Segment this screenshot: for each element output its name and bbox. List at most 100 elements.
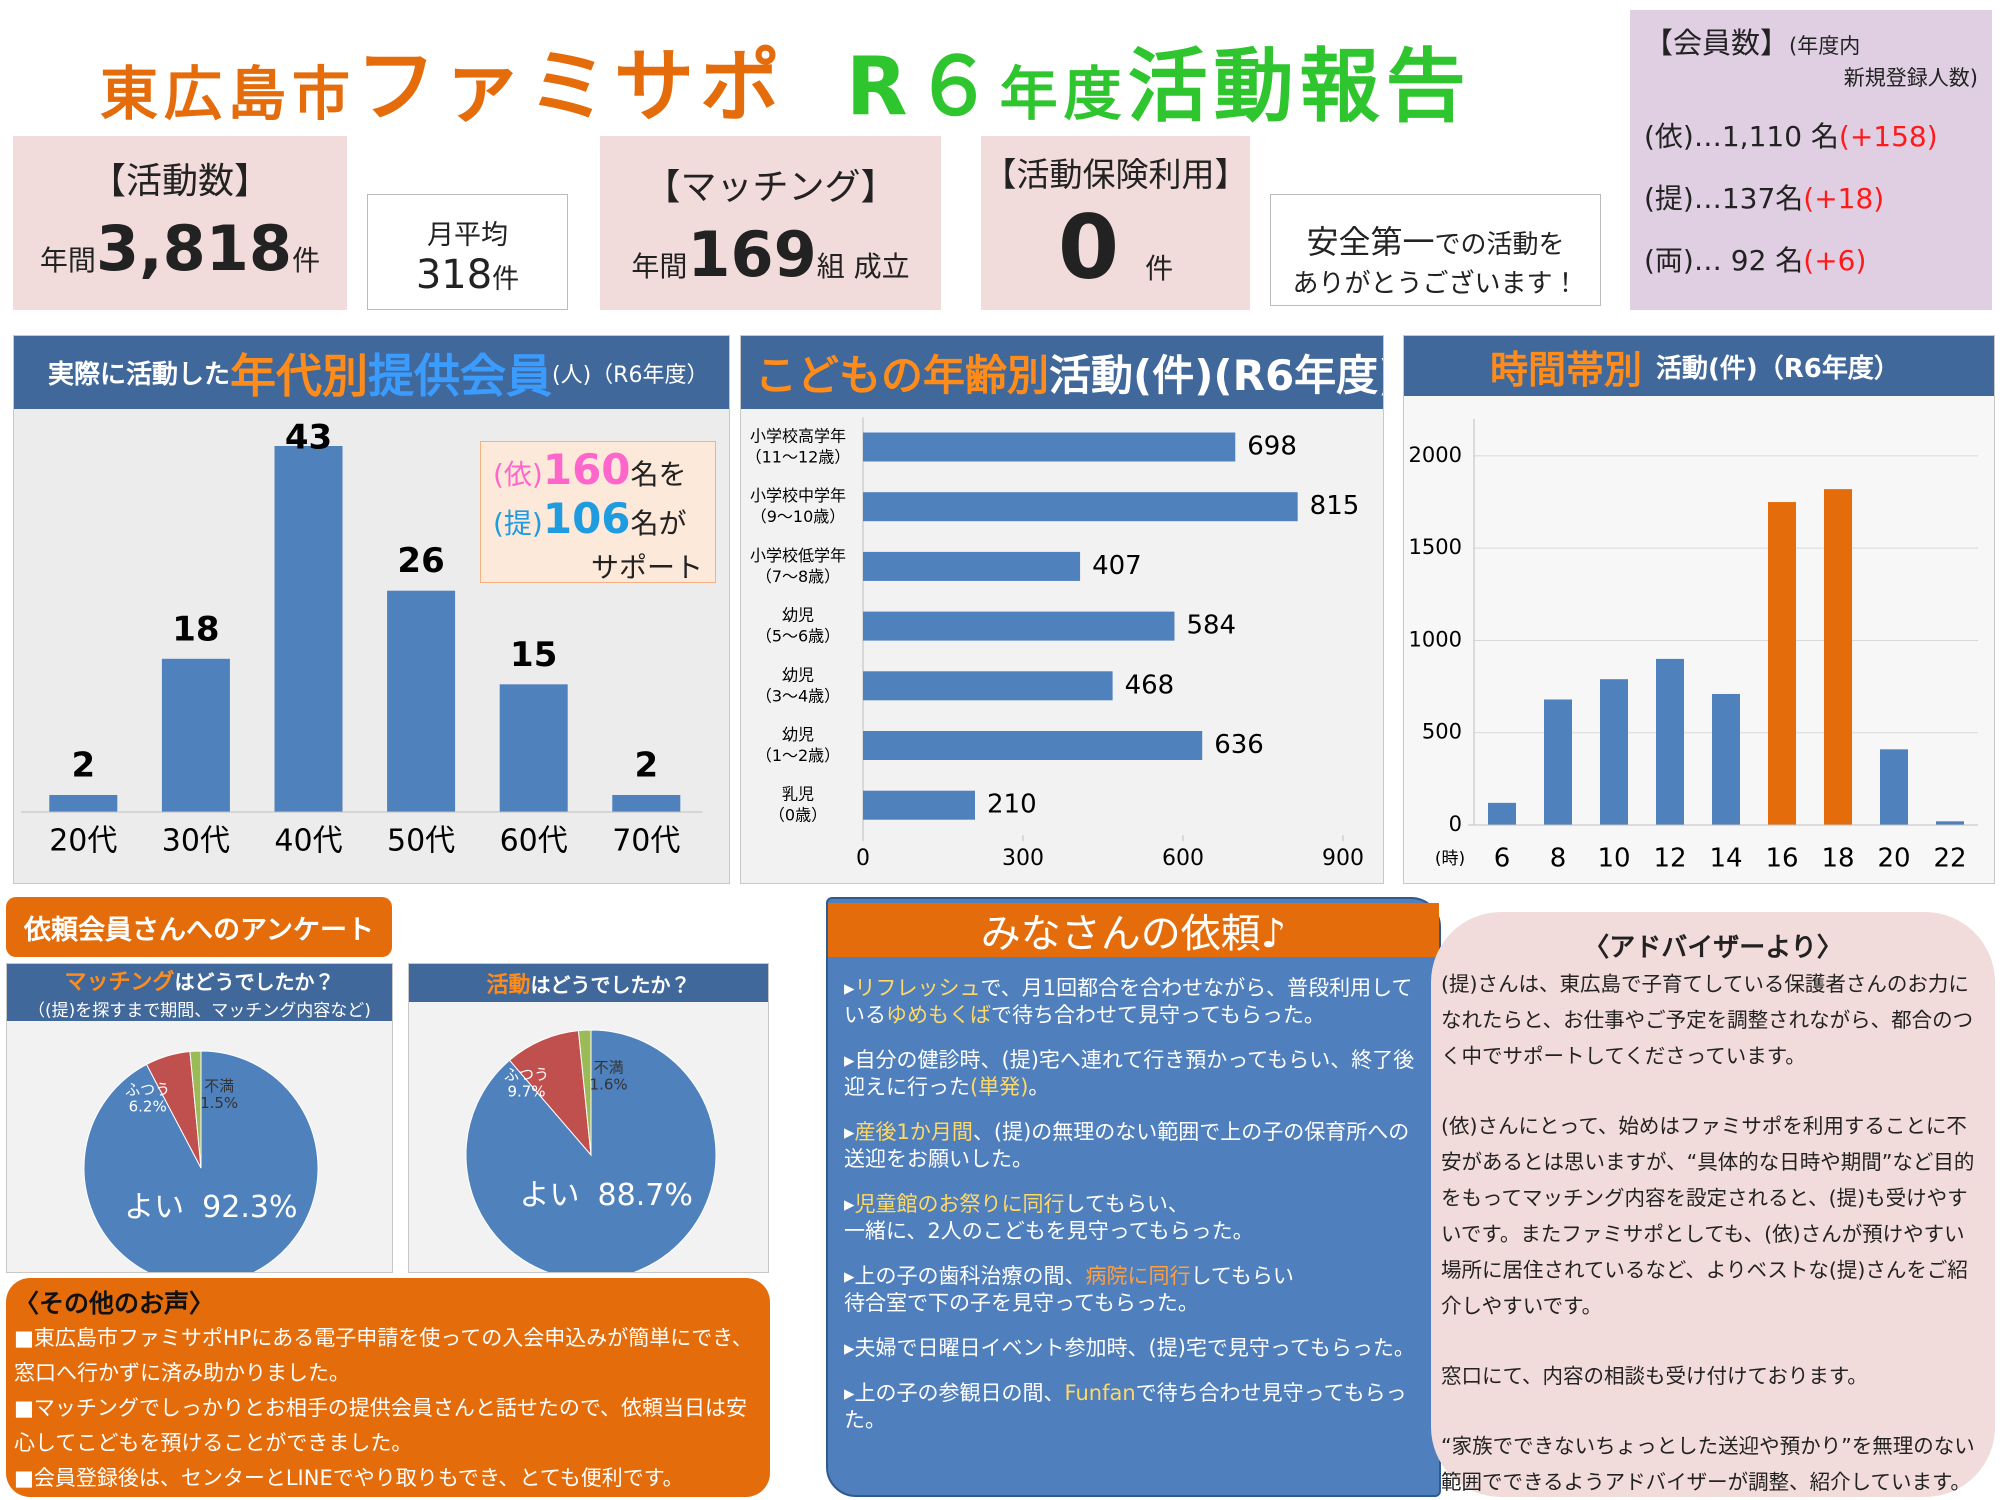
chart-title-part: はどうでしたか？ (530, 972, 691, 997)
insurance-unit: 件 (1145, 252, 1174, 285)
matching-heading: 【マッチング】 (644, 167, 897, 208)
voices-heading: 〈その他のお声〉 (14, 1289, 215, 1318)
voice-item: ■会員登録後は、センターとLINEでやり取りもでき、とても便利です。 (14, 1466, 684, 1490)
request-text: ▸上の子の歯科治療の間、 (844, 1264, 1086, 1288)
safety-callout: 安全第一での活動を ありがとうございます！ (1270, 194, 1601, 306)
chart-panel: こどもの年齢別 活動(件)(R6年度) 0 300 600 900 698 小学校高学年 （… (740, 335, 1384, 884)
pie-label: よい 88.7% (520, 1178, 693, 1213)
category-label: （3～4歳） (756, 686, 840, 705)
bar (1712, 693, 1740, 825)
request-item: ▸上の子の参観日の間、Funfanで待ち合わせ見守ってもらった。 (844, 1380, 1423, 1434)
request-highlight: リフレッシュ (854, 976, 981, 1000)
bar (161, 658, 230, 812)
title-part: 年度 (999, 60, 1128, 128)
chart-plot: よい 88.7% ふつう 9.7% 不満 1.6% (465, 1029, 717, 1272)
value-label: 698 (1247, 432, 1297, 462)
pie-label-value: 6.2% (129, 1097, 167, 1115)
pie-label: よい 92.3% (124, 1189, 297, 1224)
request-text: してもらい、 一緒に、2人のこどもを見守ってもらった。 (844, 1192, 1254, 1243)
advisor-paragraph: (依)さんにとって、始めはファミサポを利用することに不安があるとは思いますが、“… (1441, 1114, 1975, 1318)
insurance-value: 0 (1057, 196, 1120, 299)
chart-plot: 0 500 1000 1500 2000 (時) 6 8 10 12 14 16 18 20 22 (1409, 419, 1978, 874)
members-heading: 【会員数】 (1644, 26, 1790, 60)
x-tick-label: 16 (1765, 844, 1798, 874)
member-row: (提)…137名(+18) (1644, 168, 1978, 230)
x-tick-label: 20代 (49, 824, 117, 859)
bar (863, 551, 1081, 581)
pie-label: 不満 1.5% (200, 1077, 238, 1112)
x-tick-label: 40代 (274, 824, 342, 859)
bar (863, 432, 1236, 462)
bar (387, 590, 456, 812)
requests-list: ▸リフレッシュで、月1回都合を合わせながら、普段利用しているゆめもくばで待ち合わ… (828, 957, 1439, 1434)
pie-label-value: 1.5% (200, 1094, 238, 1112)
members-note: 新規登録人数) (1843, 66, 1978, 90)
members-rows: (依)…1,110 名(+158) (提)…137名(+18) (両)… 92 名(… (1644, 106, 1978, 292)
safety-line: ありがとうございます！ (1292, 269, 1579, 299)
category-label: 小学校中学年 (750, 486, 846, 505)
category-label: 幼児 (782, 665, 814, 684)
advisor-heading: 〈アドバイザーより〉 (1583, 933, 1843, 963)
category-label: （11～12歳） (746, 448, 851, 467)
member-row: (依)…1,110 名(+158) (1644, 106, 1978, 168)
bar (1880, 749, 1908, 825)
value-label: 210 (987, 790, 1037, 820)
chart-header: 実際に活動した 年代別 提供会員 (人)（R6年度） (14, 336, 729, 409)
value-label: 636 (1214, 730, 1264, 760)
chart-title-part: 活動 (486, 973, 531, 998)
request-text: ▸ (844, 1120, 855, 1144)
value-label: 15 (510, 635, 557, 675)
request-text: ▸ (844, 976, 855, 1000)
bar (863, 492, 1298, 522)
x-tick-label: 12 (1653, 844, 1686, 874)
chart-header: 活動 はどうでしたか？ (409, 964, 768, 1002)
monthly-value: 318 (415, 252, 493, 298)
category-label: 乳児 (782, 785, 814, 804)
bar (1488, 802, 1516, 825)
request-highlight: 児童館のお祭りに同行 (854, 1192, 1065, 1216)
chart-panel: マッチングはどうでしたか？ （(提)を探すまで期間、マッチング内容など) よい 9… (6, 963, 393, 1273)
bar (49, 794, 118, 812)
request-highlight: 病院に同行 (1085, 1264, 1191, 1288)
pie-label-value: 9.7% (507, 1082, 545, 1100)
request-text: ▸夫婦で日曜日イベント参加時、(提)宅で見守ってもらった。 (844, 1336, 1415, 1360)
bar (612, 794, 681, 812)
y-tick-label: 500 (1422, 720, 1462, 744)
pie-label-name: よい (520, 1178, 580, 1213)
title-part: R６ (846, 40, 1000, 133)
category-label: （1～2歳） (756, 746, 840, 765)
member-delta: (+18) (1803, 182, 1885, 215)
chart-header: 時間帯別 活動(件)（R6年度） (1404, 336, 1994, 396)
bar (863, 611, 1175, 641)
members-box: 【会員数】(年度内 新規登録人数) (依)…1,110 名(+158) (提)…1… (1630, 10, 1992, 310)
x-tick-label: 20 (1877, 844, 1910, 874)
request-text: 。 (1028, 1075, 1050, 1099)
x-tick-label: 300 (1002, 846, 1044, 871)
chart-title-part: マッチング (64, 970, 175, 995)
y-tick-label: 0 (1449, 812, 1462, 836)
bar (1656, 658, 1684, 825)
request-item: ▸自分の健診時、(提)宅へ連れて行き預かってもらい、終了後迎えに行った(単発)。 (844, 1047, 1423, 1101)
pie-slice (508, 1030, 592, 1157)
request-highlight: Funfan (1064, 1381, 1136, 1405)
category-label: （5～6歳） (756, 627, 840, 646)
value-label: 26 (397, 541, 444, 581)
request-text: ▸ (844, 1192, 855, 1216)
chart-header: マッチングはどうでしたか？ （(提)を探すまで期間、マッチング内容など) (7, 964, 392, 1021)
x-tick-label: 900 (1322, 846, 1364, 871)
category-label: （9～10歳） (751, 507, 846, 526)
value-label: 43 (285, 418, 332, 458)
chart-title-part: 活動(件)(R6年度) (1049, 351, 1384, 400)
chart-title-part: 活動(件)（R6年度） (1656, 353, 1900, 384)
request-text: してもらい 待合室で下の子を見守ってもらった。 (844, 1264, 1294, 1315)
chart-title-part: 年代別 (230, 348, 369, 403)
member-label: (提)…137名 (1644, 182, 1804, 215)
bar (1768, 502, 1796, 825)
members-note: (年度内 (1789, 34, 1861, 58)
pie-label-name: ふつう (504, 1065, 549, 1083)
voice-item: ■マッチングでしっかりとお相手の提供会員さんと話せたので、依頼当日は安心してこど… (14, 1396, 747, 1455)
pie-label-name: 不満 (594, 1058, 624, 1076)
x-tick-label: 0 (856, 846, 870, 871)
